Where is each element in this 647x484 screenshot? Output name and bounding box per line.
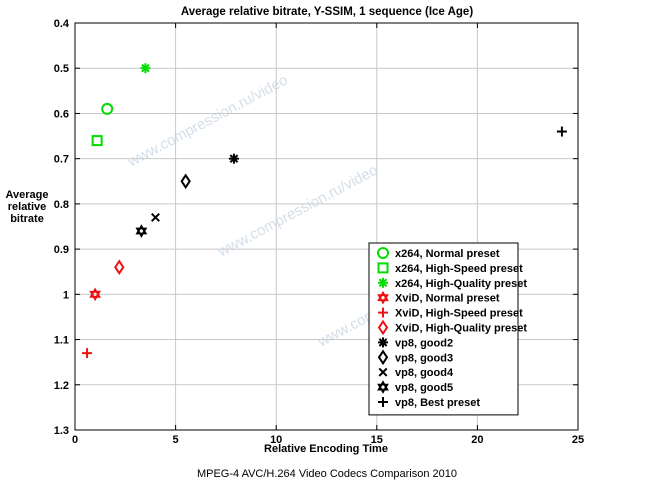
legend-marker [378,277,388,288]
data-point [89,287,102,302]
data-point [101,102,114,115]
data-point [140,63,151,74]
data-point [135,224,148,238]
legend-marker [377,290,389,305]
axes: 0 5 10 15 20 25 0.4 0.5 0.6 0.7 0.8 0.9 1 1.1 1.2 1.3 [54,18,584,446]
legend: x264, Normal preset x264, High-Speed pres… [368,242,527,416]
y-tick-label: 0.6 [54,108,69,120]
legend-label: XviD, High-Quality preset [395,323,527,335]
chart-title: Average relative bitrate, Y-SSIM, 1 sequ… [181,6,473,18]
data-point [151,212,160,222]
x-tick-label: 0 [72,434,78,446]
legend-marker [378,337,388,348]
legend-label: vp8, good5 [395,382,453,394]
x-axis-label: Relative Encoding Time [264,443,388,455]
x-tick-label: 10 [270,434,282,446]
data-point [556,126,567,137]
data-point [91,135,103,147]
data-point [82,348,93,359]
footer-caption: MPEG-4 AVC/H.264 Video Codecs Comparison… [197,468,457,480]
legend-box [368,242,519,416]
axes-box [74,22,579,431]
y-tick-label: 0.7 [54,154,69,166]
y-axis-label: Average relative bitrate [5,189,48,225]
legend-label: XviD, High-Speed preset [395,308,523,320]
legend-marker [377,380,389,394]
legend-marker [378,307,388,318]
legend-label: x264, Normal preset [395,248,500,260]
y-tick-label: 0.5 [54,63,69,75]
data-points [82,63,567,359]
data-point [228,153,239,164]
x-tick-label: 20 [471,434,483,446]
legend-label: vp8, good4 [395,367,454,379]
legend-label: vp8, Best preset [395,397,480,409]
legend-label: x264, High-Quality preset [395,278,527,290]
x-tick-label: 15 [371,434,383,446]
legend-marker [377,349,389,366]
legend-label: XviD, Normal preset [395,293,500,305]
y-tick-label: 1 [63,289,69,301]
y-axis-label-line-2: relative [8,201,47,213]
y-tick-label: 1.3 [54,425,69,437]
y-tick-label: 1.2 [54,380,69,392]
y-axis-label-line-3: bitrate [10,213,44,225]
legend-label: x264, High-Speed preset [395,263,523,275]
y-tick-label: 1.1 [54,335,69,347]
y-tick-label: 0.9 [54,244,69,256]
x-tick-label: 5 [173,434,179,446]
x-tick-label: 25 [572,434,584,446]
legend-marker [377,247,389,259]
data-point [114,259,125,276]
legend-marker [378,367,388,377]
legend-marker [378,397,388,407]
legend-marker [377,319,389,336]
y-tick-label: 0.4 [54,18,70,30]
data-point [180,173,191,190]
legend-label: vp8, good2 [395,337,453,349]
legend-label: vp8, good3 [395,352,453,364]
legend-marker [377,262,389,274]
grid [74,22,579,431]
y-axis-label-line-1: Average [5,189,48,201]
y-tick-label: 0.8 [54,199,69,211]
